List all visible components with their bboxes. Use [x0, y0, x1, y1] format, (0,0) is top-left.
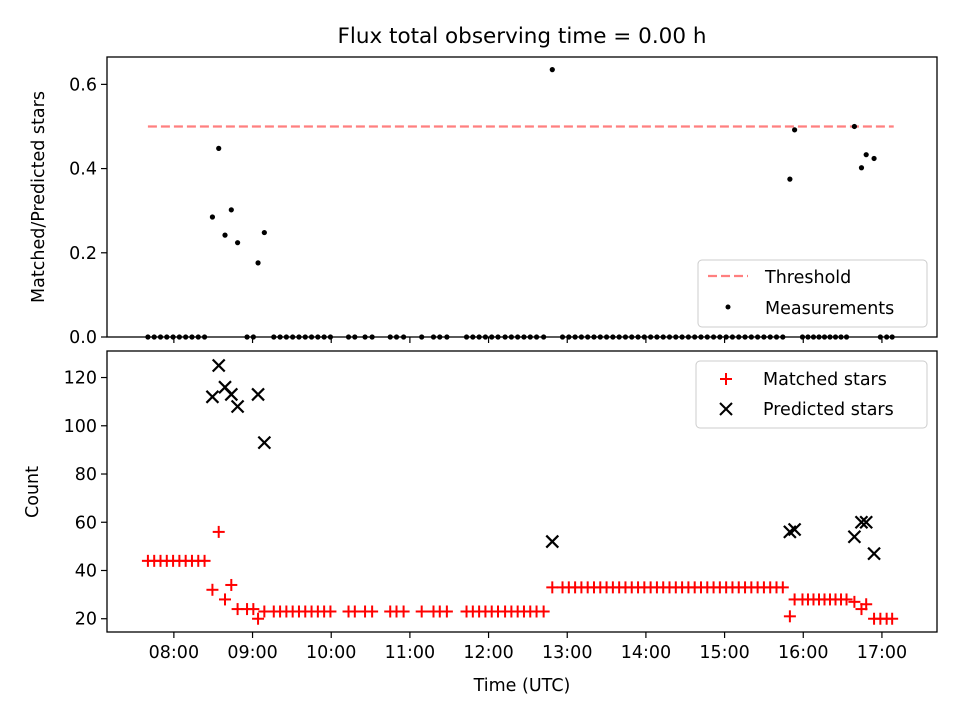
measurement-point [549, 67, 555, 73]
measurement-point [222, 232, 228, 238]
bottom-y-tick-label: 80 [75, 465, 97, 485]
measurement-point [792, 127, 798, 133]
measurements-legend-label: Measurements [765, 299, 894, 319]
matched-star-point [324, 605, 337, 618]
measurement-point [216, 145, 222, 151]
top-x-ticks [173, 337, 883, 343]
top-y-tick-label: 0.6 [69, 75, 97, 95]
predicted-star-point [867, 546, 881, 561]
measurement-point [234, 240, 241, 246]
measurement-point [255, 260, 261, 266]
bottom-y-tick-label: 20 [75, 610, 97, 630]
bottom-x-tick-label: 14:00 [621, 643, 671, 663]
matched-star-point [776, 581, 789, 594]
bottom-x-tick-label: 15:00 [699, 643, 749, 663]
predicted-star-point [257, 435, 272, 450]
measurement-point [858, 165, 865, 171]
bottom-x-axis: 08:00 09:00 10:00 11:00 12:00 13:00 14:00 15:00… [149, 632, 907, 663]
bottom-y-tick-label: 40 [75, 561, 97, 581]
threshold-legend-label: Threshold [764, 268, 851, 288]
measurement-point [787, 176, 793, 182]
predicted-star-point [230, 399, 245, 414]
bottom-x-tick-label: 17:00 [857, 643, 907, 663]
predicted-star-point [211, 358, 226, 373]
bottom-x-tick-label: 10:00 [306, 643, 356, 663]
measurement-point [261, 229, 267, 236]
measurement-point [209, 214, 216, 220]
matched-star-point [860, 598, 873, 611]
bottom-x-tick-label: 16:00 [778, 643, 828, 663]
matched-star-point [840, 593, 853, 606]
top-y-tick-label: 0.2 [69, 244, 97, 264]
matched-star-point [848, 595, 861, 608]
bottom-axes-frame [106, 350, 938, 633]
predicted-star-point [545, 534, 560, 549]
x-axis-label: Time (UTC) [473, 676, 571, 696]
predicted-legend-label: Predicted stars [763, 400, 894, 420]
matched-star-point [212, 525, 225, 538]
matched-star-point [252, 612, 265, 625]
matched-legend-swatch [720, 373, 732, 385]
bottom-x-tick-label: 12:00 [463, 643, 513, 663]
measurement-point [871, 155, 877, 162]
measurement-point [228, 207, 234, 213]
matched-star-point [247, 603, 260, 616]
bottom-y-tick-label: 60 [75, 513, 97, 533]
predicted-star-point [224, 387, 239, 402]
chart-title: Flux total observing time = 0.00 h [338, 24, 707, 49]
predicted-star-point [787, 522, 802, 537]
bottom-y-tick-label: 120 [64, 369, 97, 389]
measurements-legend-swatch [725, 304, 731, 310]
bottom-y-tick-label: 100 [64, 417, 97, 437]
top-y-tick-label: 0.0 [69, 328, 97, 348]
predicted-legend-swatch [719, 402, 733, 416]
bottom-legend-box [695, 360, 928, 429]
top-y-axis: 0.0 0.2 0.4 0.6 [69, 75, 107, 348]
bottom-legend: Matched stars Predicted stars [695, 360, 928, 429]
matched-star-point [440, 605, 453, 618]
measurement-point [851, 123, 857, 130]
top-legend: Threshold Measurements [697, 259, 928, 328]
bottom-y-axis: 20 40 60 80 100 120 [64, 369, 107, 630]
predicted-star-point [854, 515, 869, 530]
bottom-x-tick-label: 09:00 [227, 643, 277, 663]
top-panel: 0.0 0.2 0.4 0.6 Matched/Predicted stars Thr… [29, 56, 938, 348]
matched-star-point [415, 605, 428, 618]
bottom-panel: 20 40 60 80 100 120 08:00 09:00 10:00 11:00 12:00… [23, 350, 938, 696]
matched-star-point [783, 610, 796, 623]
matched-star-point [219, 593, 232, 606]
bottom-x-tick-label: 13:00 [542, 643, 592, 663]
top-y-tick-label: 0.4 [69, 160, 97, 180]
top-y-axis-label: Matched/Predicted stars [29, 91, 49, 303]
predicted-star-point [847, 529, 862, 544]
matched-star-point [198, 554, 211, 567]
matched-star-point [206, 583, 219, 596]
matched-star-point [546, 581, 559, 594]
matched-star-point [537, 605, 550, 618]
measurement-point [863, 152, 869, 158]
predicted-star-point [205, 390, 220, 404]
predicted-star-point [859, 515, 873, 530]
bottom-x-tick-label: 08:00 [149, 643, 199, 663]
bottom-y-axis-label: Count [23, 466, 43, 518]
bottom-x-tick-label: 11:00 [385, 643, 435, 663]
matched-star-point [886, 612, 899, 625]
matched-star-point [225, 578, 238, 591]
matched-star-point [397, 605, 410, 618]
top-axes-frame [106, 56, 938, 338]
matched-star-point [348, 605, 361, 618]
bottom-plot-area [141, 358, 899, 625]
predicted-star-point [251, 387, 265, 402]
top-legend-box [697, 259, 928, 328]
matched-star-point [366, 605, 379, 618]
matched-legend-label: Matched stars [763, 370, 887, 390]
